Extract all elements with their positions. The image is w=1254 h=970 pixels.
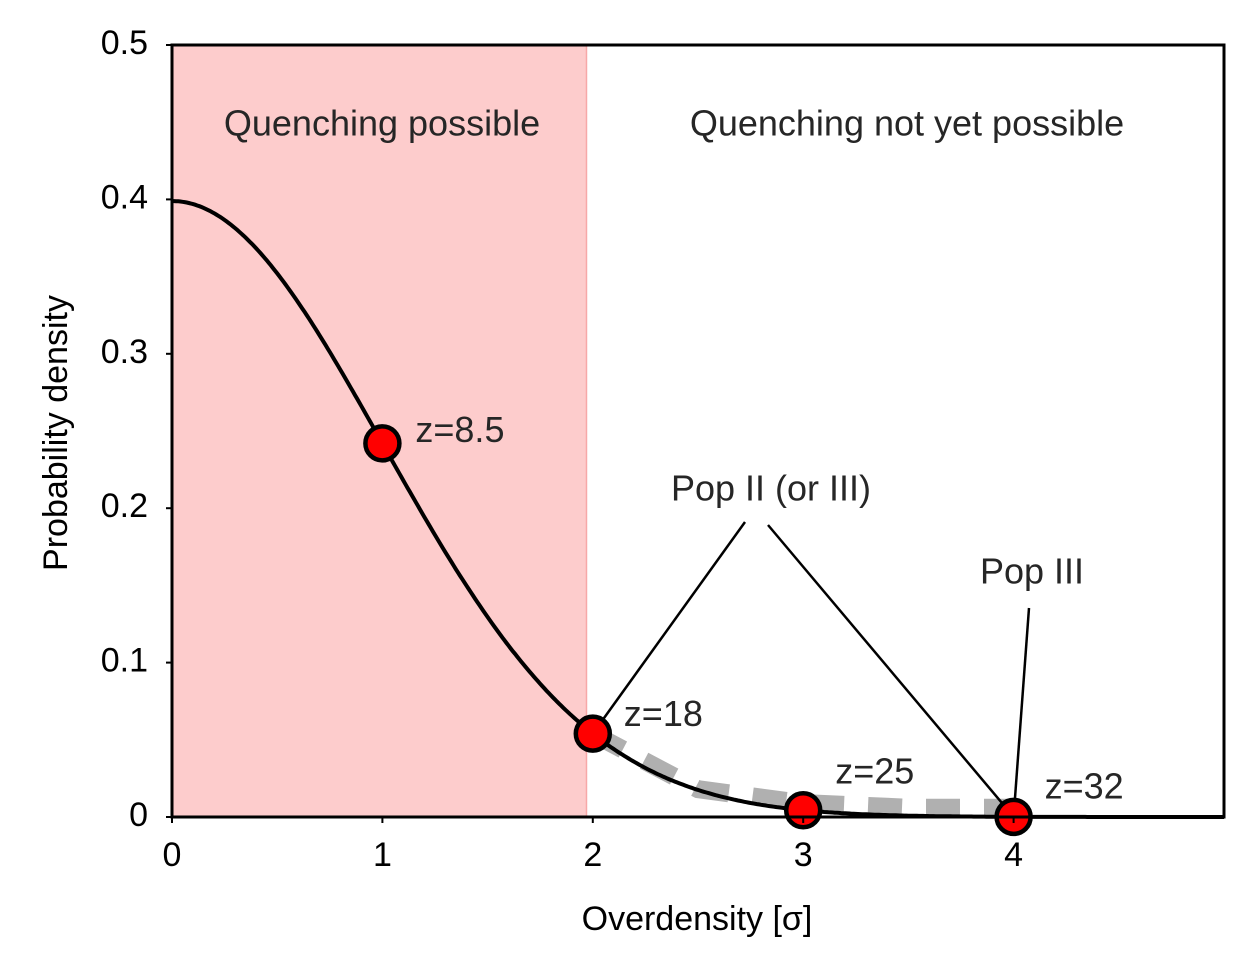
y-tick-label: 0 <box>129 796 148 834</box>
dashed-series-line <box>588 725 1014 817</box>
annotation-leader <box>1012 607 1031 817</box>
x-tick-label: 3 <box>794 836 813 874</box>
point-label: z=25 <box>835 751 914 792</box>
point-label: z=8.5 <box>415 409 504 450</box>
point-label: z=18 <box>624 693 703 734</box>
y-tick-label: 0.5 <box>101 24 148 62</box>
y-tick-label: 0.3 <box>101 333 148 371</box>
data-point <box>783 790 823 830</box>
annotation-label: Pop III <box>980 551 1084 592</box>
x-tick-label: 2 <box>583 836 602 874</box>
annotation-lines <box>591 521 1031 818</box>
dashed-series-layer <box>588 725 1014 817</box>
plot-frame <box>170 43 1226 819</box>
data-point <box>363 424 402 463</box>
y-axis-title: Probability density <box>37 295 75 571</box>
region-label: Quenching not yet possible <box>690 103 1124 144</box>
y-tick-label: 0.1 <box>101 642 148 680</box>
annotation-leader <box>767 524 1015 818</box>
x-tick-label: 4 <box>1004 836 1023 874</box>
x-axis-title: Overdensity [σ] <box>582 900 813 938</box>
data-point <box>573 714 613 753</box>
y-tick-label: 0.4 <box>101 178 148 216</box>
x-tick-label: 0 <box>163 836 182 874</box>
y-tick-label: 0.2 <box>101 487 148 525</box>
text-layer: Quenching possible Quenching not yet poss… <box>224 103 1124 807</box>
annotation-label: Pop II (or III) <box>671 468 871 509</box>
x-tick-label: 1 <box>373 836 392 874</box>
annotation-leader <box>591 521 747 735</box>
points-layer <box>363 424 1033 837</box>
region-label: Quenching possible <box>224 103 540 144</box>
point-label: z=32 <box>1045 765 1124 806</box>
ticks-layer: 0 1 2 3 4 0 0.1 0.2 0.3 0.4 0.5 <box>101 24 1023 874</box>
